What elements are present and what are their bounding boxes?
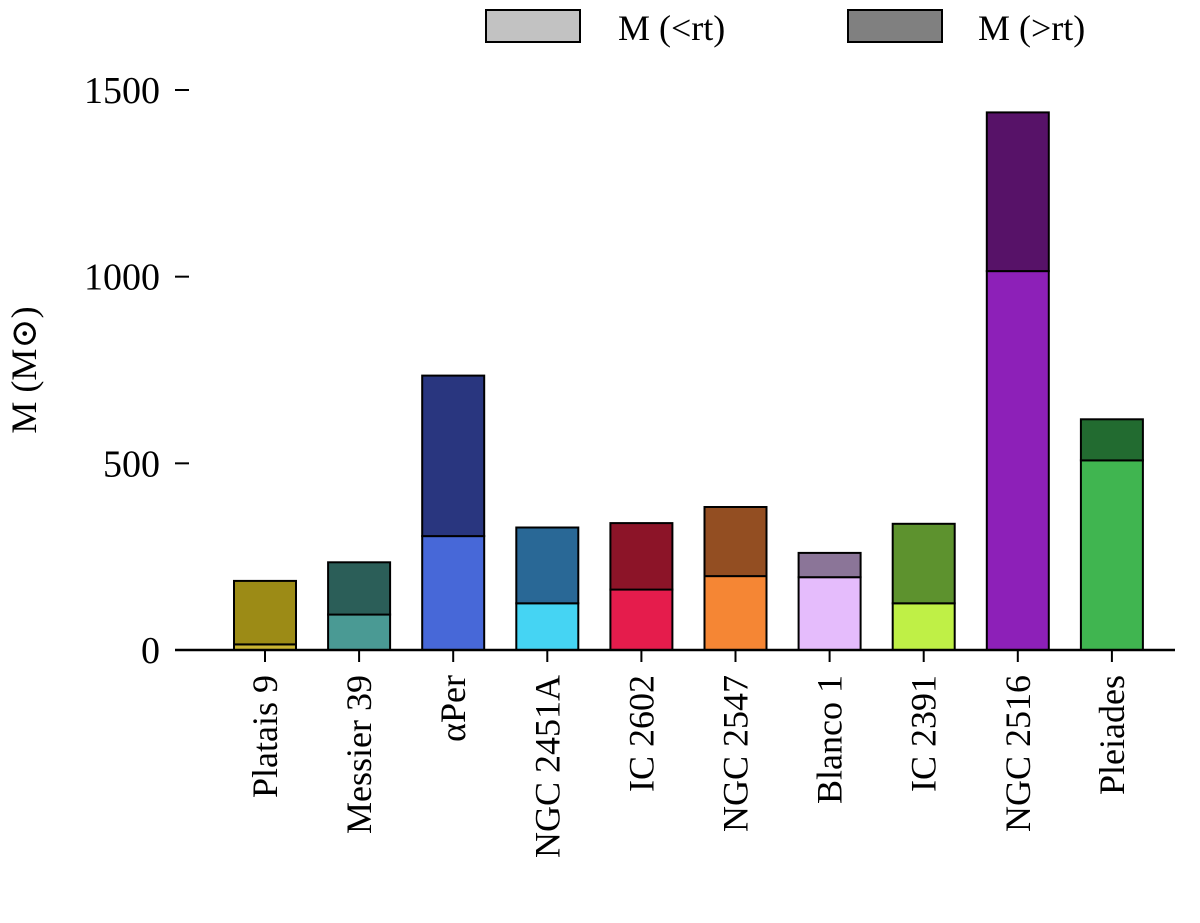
bar-outer-7 <box>797 551 862 579</box>
bar-outer-2 <box>327 561 392 616</box>
bar-outer-9 <box>985 111 1050 273</box>
bar-inner-5 <box>609 588 674 651</box>
y-axis-label: M (M⊙) <box>4 306 44 433</box>
legend: M (<rt) M (>rt) <box>485 8 1085 48</box>
bar-inner-9 <box>985 270 1050 651</box>
bar-outer-10 <box>1079 418 1144 462</box>
x-tick-label-2: Messier 39 <box>339 675 379 834</box>
x-tick-label-5: IC 2602 <box>621 675 661 792</box>
bar-inner-3 <box>421 535 486 651</box>
bar-outer-4 <box>515 526 580 605</box>
x-tick-label-8: IC 2391 <box>904 675 944 792</box>
bar-inner-6 <box>703 575 768 651</box>
y-tick-label-1: 0 <box>141 630 160 672</box>
axes-group: Platais 9 Messier 39 αPer NGC 2451A IC 2602 N… <box>4 70 1175 858</box>
bars-group <box>233 111 1144 652</box>
bar-inner-4 <box>515 602 580 651</box>
x-tick-label-3: αPer <box>433 675 473 742</box>
x-tick-label-4: NGC 2451A <box>527 675 567 858</box>
bar-outer-5 <box>609 522 674 591</box>
x-tick-label-1: Platais 9 <box>245 675 285 798</box>
x-tick-label-7: Blanco 1 <box>810 675 850 804</box>
x-tick-label-9: NGC 2516 <box>998 675 1038 832</box>
legend-swatch-2 <box>847 9 943 43</box>
bar-outer-6 <box>703 506 768 578</box>
bar-inner-8 <box>891 602 956 651</box>
y-tick-label-4: 1500 <box>84 70 160 112</box>
bar-inner-2 <box>327 613 392 651</box>
y-tick-label-2: 500 <box>103 443 160 485</box>
bar-inner-10 <box>1079 459 1144 651</box>
bar-inner-7 <box>797 576 862 652</box>
bar-outer-1 <box>233 579 297 646</box>
bar-outer-3 <box>421 374 486 538</box>
x-tick-label-10: Pleiades <box>1092 675 1132 795</box>
legend-label-2: M (>rt) <box>978 8 1085 48</box>
legend-swatch-1 <box>485 9 581 43</box>
x-tick-label-6: NGC 2547 <box>716 675 756 832</box>
legend-label-1: M (<rt) <box>618 8 725 48</box>
bar-outer-8 <box>891 522 956 605</box>
y-tick-label-3: 1000 <box>84 257 160 299</box>
